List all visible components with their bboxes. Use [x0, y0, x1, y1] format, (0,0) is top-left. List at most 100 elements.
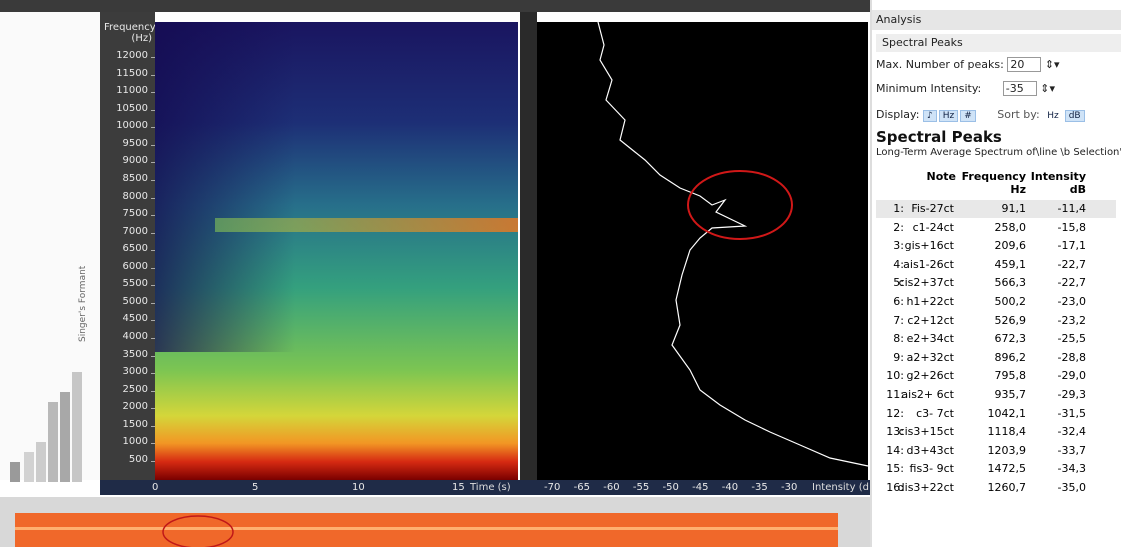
y-tick-label: 4500	[122, 313, 148, 325]
x-axis-bar	[100, 480, 870, 495]
table-row: 15: fis3- 9ct 1472,5 -34,3	[876, 460, 1116, 478]
time-label: Time (s)	[470, 482, 511, 493]
table-title: Spectral Peaks	[876, 128, 1002, 146]
y-tick	[151, 197, 155, 199]
min-intensity: Minimum Intensity: -35 ⇕▾	[876, 81, 1056, 96]
table-cell: -33,7	[1057, 443, 1086, 457]
y-axis-panel	[100, 12, 155, 480]
table-cell: 5:	[893, 276, 904, 290]
table-cell: 1042,1	[987, 406, 1027, 420]
display-button[interactable]: ♪	[922, 110, 937, 122]
y-tick	[151, 443, 155, 445]
table-cell: g2+26ct	[906, 369, 954, 383]
y-tick	[151, 425, 155, 427]
table-cell: 1:	[893, 202, 904, 215]
y-tick	[151, 57, 155, 58]
sort-button[interactable]: dB	[1064, 110, 1085, 122]
y-tick	[151, 461, 155, 462]
display-button[interactable]: #	[960, 110, 976, 122]
sort-label: Sort by:	[997, 108, 1040, 121]
min-intensity-input[interactable]: -35	[1002, 81, 1037, 96]
y-tick-label: 500	[128, 454, 148, 465]
table-subtitle: Long-Term Average Spectrum of\line \b Se…	[876, 147, 1121, 158]
table-cell: 8:	[893, 332, 904, 346]
spectrogram	[155, 22, 518, 480]
table-row: 13: cis3+15ct 1118,4 -32,4	[876, 423, 1116, 441]
y-tick-label: 11500	[116, 67, 148, 79]
table-cell: ais2+ 6ct	[901, 388, 954, 401]
spectrum-panel	[537, 22, 868, 480]
y-tick	[151, 285, 155, 287]
y-tick-label: 8000	[122, 190, 148, 202]
table-row: 12: c3- 7ct 1042,1 -31,5	[876, 405, 1116, 423]
table-cell: 209,6	[994, 239, 1027, 253]
table-cell: c2+12ct	[907, 313, 954, 327]
y-tick	[151, 355, 155, 357]
table-cell: -34,3	[1057, 462, 1086, 476]
y-axis-title: Frequency (Hz)	[104, 22, 156, 44]
table-cell: -22,7	[1057, 257, 1086, 271]
y-tick-label: 10000	[116, 120, 148, 132]
analysis-title: Analysis	[872, 10, 1121, 30]
x-tick-label: -40	[721, 482, 739, 493]
y-tick	[151, 338, 155, 340]
y-tick	[151, 373, 155, 375]
table-row: 11: ais2+ 6ct 935,7 -29,3	[876, 386, 1116, 404]
x-tick-label: -30	[781, 482, 798, 493]
y-tick	[151, 215, 155, 217]
table-row: 14: d3+43ct 1203,9 -33,7	[876, 442, 1116, 460]
table-cell: 459,1	[994, 257, 1027, 271]
table-cell: ais1-26ct	[903, 257, 954, 271]
table-cell: 7:	[893, 313, 904, 327]
table-cell: 258,0	[994, 220, 1027, 234]
y-tick-label: 1500	[122, 418, 148, 430]
y-tick-label: 3500	[122, 348, 148, 360]
y-tick	[151, 127, 155, 129]
table-cell: c1-24ct	[912, 220, 954, 234]
table-cell: -35,0	[1057, 481, 1086, 494]
table-cell: cis3+15ct	[898, 425, 954, 439]
display-label: Display:	[876, 108, 920, 121]
table-cell: 15:	[886, 462, 904, 476]
y-tick-label: 7500	[122, 208, 148, 220]
table-cell: -29,3	[1057, 388, 1086, 401]
x-tick-label: -50	[662, 482, 679, 493]
y-unit: (Hz)	[131, 33, 152, 44]
table-cell: 935,7	[994, 388, 1027, 401]
table-row: 2: c1-24ct 258,0 -15,8	[876, 219, 1116, 237]
table-cell: 9:	[893, 350, 904, 364]
table-cell: 526,9	[994, 313, 1027, 327]
table-row: 5: cis2+37ct 566,3 -22,7	[876, 274, 1116, 292]
col-unit: Hz	[1010, 183, 1026, 196]
y-tick	[151, 408, 155, 410]
max-peaks-input[interactable]: 20	[1007, 57, 1042, 72]
y-tick	[151, 390, 155, 392]
table-cell: 795,8	[994, 369, 1027, 383]
x-tick-label: 0	[152, 482, 159, 493]
table-row: 8: e2+34ct 672,3 -25,5	[876, 330, 1116, 348]
y-tick-label: 9000	[122, 155, 148, 167]
table-cell: -31,5	[1057, 406, 1086, 420]
table-cell: 13:	[886, 425, 904, 439]
y-tick	[151, 74, 155, 76]
table-row: 6: h1+22ct 500,2 -23,0	[876, 293, 1116, 311]
table-cell: -15,8	[1057, 220, 1086, 234]
sort-button[interactable]: Hz	[1047, 111, 1059, 121]
table-cell: 14:	[886, 443, 904, 457]
x-tick-label: 10	[352, 482, 365, 493]
y-tick	[151, 92, 155, 94]
x-tick-label: 15	[452, 482, 465, 493]
table-cell: 1203,9	[987, 443, 1027, 457]
y-tick-label: 2000	[122, 401, 148, 413]
x-tick-label: -35	[751, 482, 768, 493]
col-header: Note	[926, 170, 956, 183]
table-cell: 91,1	[1001, 202, 1027, 215]
top-bar	[0, 0, 870, 12]
y-tick-label: 3000	[122, 366, 148, 378]
divider	[520, 12, 537, 480]
display-button[interactable]: Hz	[938, 110, 959, 122]
y-tick-label: 8500	[122, 172, 148, 184]
y-tick	[151, 162, 155, 164]
table-cell: 4:	[893, 257, 904, 271]
table-cell: c3- 7ct	[916, 406, 954, 420]
